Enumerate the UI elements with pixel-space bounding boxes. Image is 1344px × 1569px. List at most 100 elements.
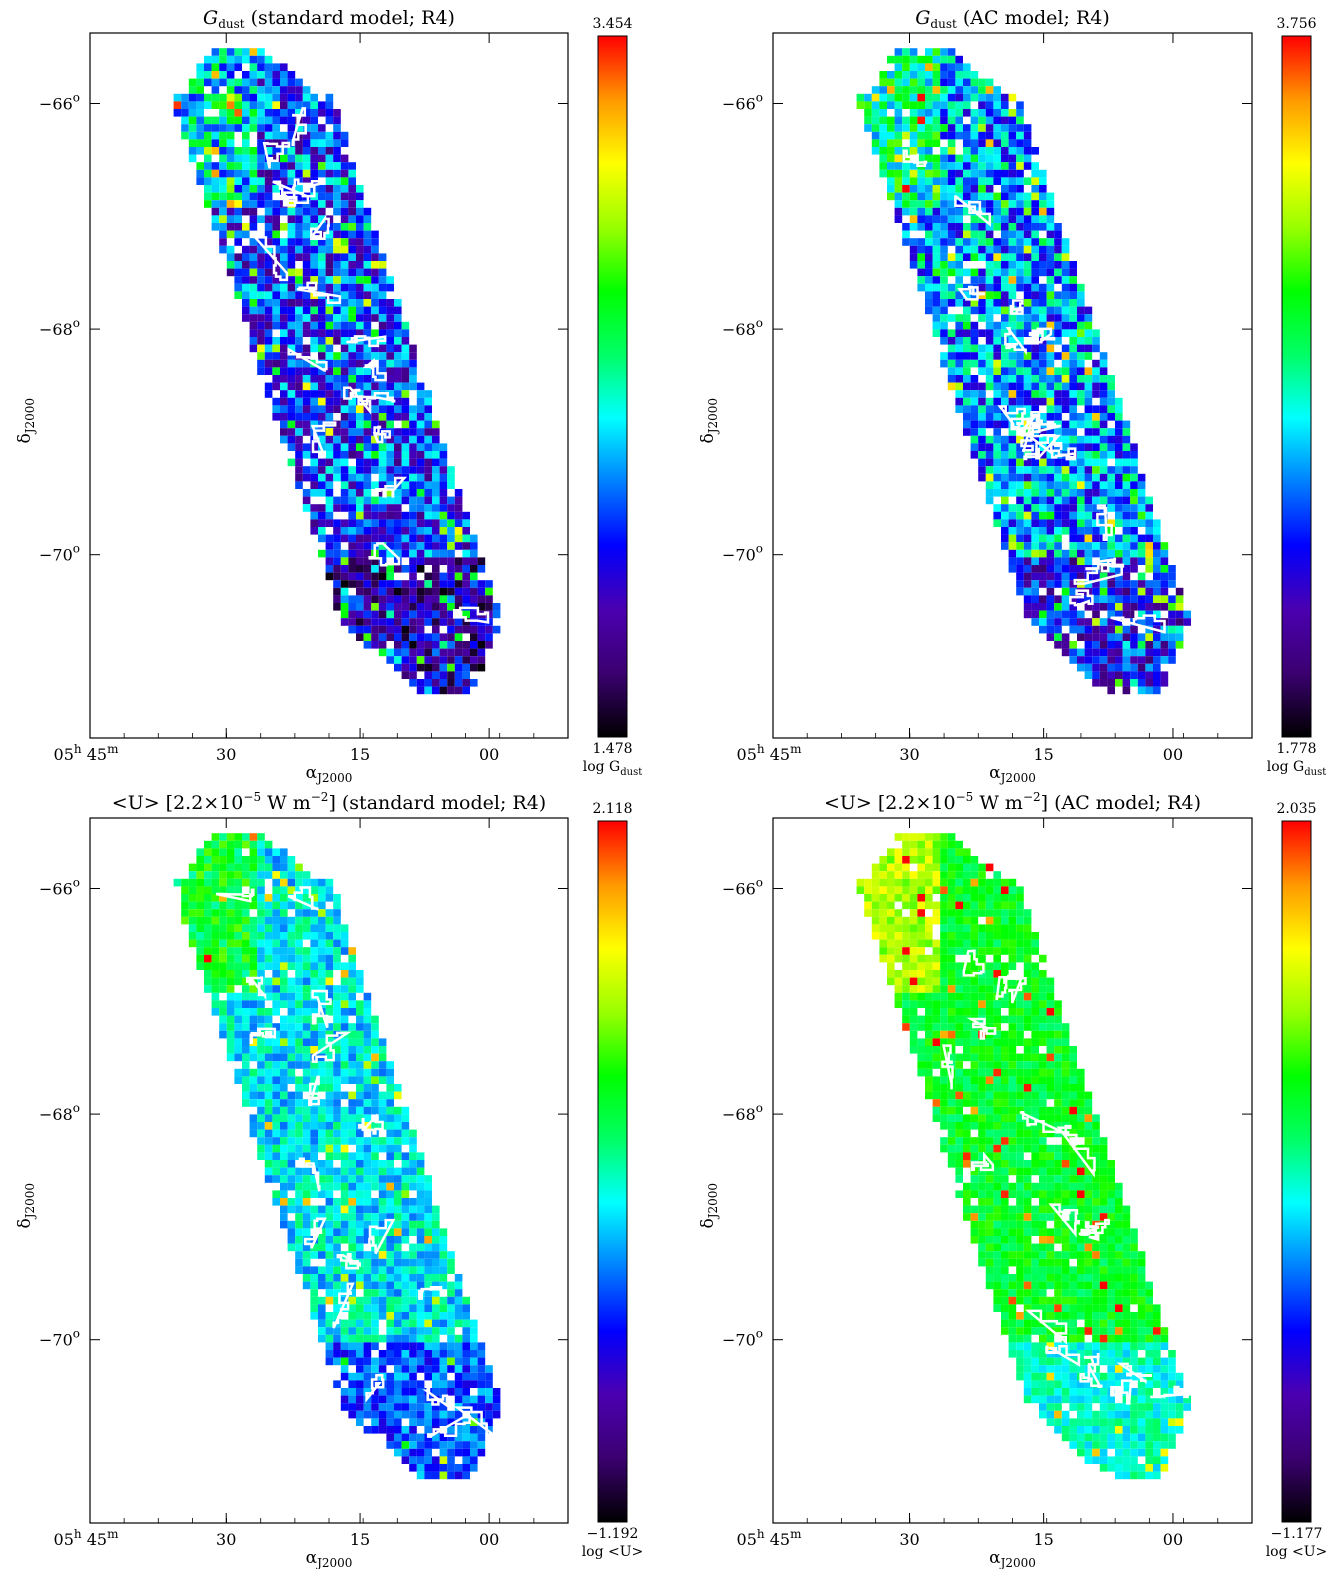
map-pixel: [219, 1000, 227, 1008]
map-pixel: [318, 894, 326, 902]
map-pixel: [947, 147, 956, 155]
map-pixel: [340, 970, 349, 978]
map-pixel: [280, 1061, 288, 1069]
map-pixel: [462, 557, 470, 565]
map-pixel: [295, 268, 303, 277]
map-pixel: [234, 253, 242, 261]
map-pixel: [1145, 618, 1153, 626]
map-pixel: [211, 169, 220, 178]
map-pixel: [955, 856, 963, 864]
map-pixel: [1001, 200, 1009, 208]
map-pixel: [280, 1068, 288, 1077]
map-pixel: [401, 1448, 410, 1457]
map-pixel: [249, 109, 258, 117]
map-pixel: [909, 139, 918, 147]
map-pixel: [424, 610, 432, 619]
map-pixel: [1084, 625, 1093, 634]
map-pixel: [348, 200, 356, 208]
map-pixel: [1115, 648, 1123, 657]
map-pixel: [378, 1160, 387, 1168]
map-pixel: [287, 71, 296, 79]
map-pixel: [477, 1380, 486, 1388]
map-pixel: [416, 618, 425, 626]
map-pixel: [1001, 169, 1009, 178]
map-pixel: [1061, 276, 1070, 284]
map-pixel: [985, 473, 994, 482]
map-pixel: [394, 1084, 402, 1092]
map-pixel: [485, 641, 493, 649]
map-pixel: [932, 840, 941, 849]
map-pixel: [295, 1129, 303, 1138]
map-pixel: [196, 939, 204, 948]
map-pixel: [462, 610, 470, 619]
map-pixel: [348, 1289, 356, 1297]
map-pixel: [348, 1091, 356, 1100]
map-pixel: [985, 276, 994, 284]
map-pixel: [940, 238, 948, 246]
map-pixel: [470, 1448, 478, 1457]
map-pixel: [371, 382, 379, 391]
map-pixel: [1061, 610, 1070, 619]
map-pixel: [970, 78, 979, 87]
map-pixel: [1054, 542, 1062, 550]
map-pixel: [280, 939, 288, 948]
map-pixel: [978, 299, 986, 307]
map-pixel: [318, 1099, 326, 1107]
map-pixel: [394, 359, 402, 368]
map-pixel: [416, 1205, 425, 1214]
map-pixel: [325, 939, 334, 948]
map-pixel: [1092, 572, 1100, 581]
map-pixel: [257, 970, 265, 978]
map-pixel: [917, 192, 925, 201]
map-pixel: [1069, 306, 1077, 315]
map-pixel: [439, 557, 448, 565]
map-pixel: [302, 382, 311, 391]
map-pixel: [439, 633, 448, 641]
map-pixel: [340, 329, 349, 337]
map-pixel: [1001, 504, 1009, 512]
contour: [1028, 327, 1056, 344]
map-pixel: [1115, 481, 1123, 489]
map-pixel: [188, 93, 197, 102]
map-pixel: [356, 375, 364, 383]
map-pixel: [993, 344, 1001, 353]
map-pixel: [333, 352, 341, 360]
map-pixel: [1130, 580, 1138, 588]
map-pixel: [1031, 473, 1039, 482]
map-pixel: [970, 124, 979, 132]
map-pixel: [1160, 572, 1169, 581]
map-pixel: [1039, 245, 1047, 254]
map-pixel: [386, 1190, 394, 1198]
map-pixel: [325, 954, 334, 963]
map-pixel: [371, 527, 379, 535]
map-pixel: [181, 109, 189, 117]
map-pixel: [970, 276, 979, 284]
map-pixel: [401, 1388, 410, 1396]
map-pixel: [386, 519, 394, 527]
map-pixel: [1023, 245, 1032, 254]
map-pixel: [242, 177, 250, 185]
map-pixel: [211, 977, 220, 986]
map-pixel: [363, 1198, 372, 1206]
map-pixel: [310, 1114, 318, 1122]
map-pixel: [234, 856, 242, 864]
map-pixel: [257, 939, 265, 948]
map-pixel: [249, 299, 258, 307]
map-pixel: [1153, 557, 1161, 565]
map-pixel: [340, 185, 349, 193]
map-pixel: [439, 641, 448, 649]
map-pixel: [1054, 641, 1062, 649]
map-pixel: [272, 992, 280, 1001]
map-pixel: [1107, 587, 1115, 596]
map-pixel: [462, 618, 470, 626]
map-pixel: [1054, 299, 1062, 307]
map-pixel: [1115, 413, 1123, 421]
map-pixel: [887, 71, 895, 79]
map-pixel: [310, 1008, 318, 1016]
map-pixel: [424, 572, 432, 581]
map-pixel: [386, 344, 394, 353]
map-pixel: [363, 344, 372, 353]
map-pixel: [287, 871, 296, 879]
map-pixel: [318, 1205, 326, 1214]
map-pixel: [386, 466, 394, 474]
